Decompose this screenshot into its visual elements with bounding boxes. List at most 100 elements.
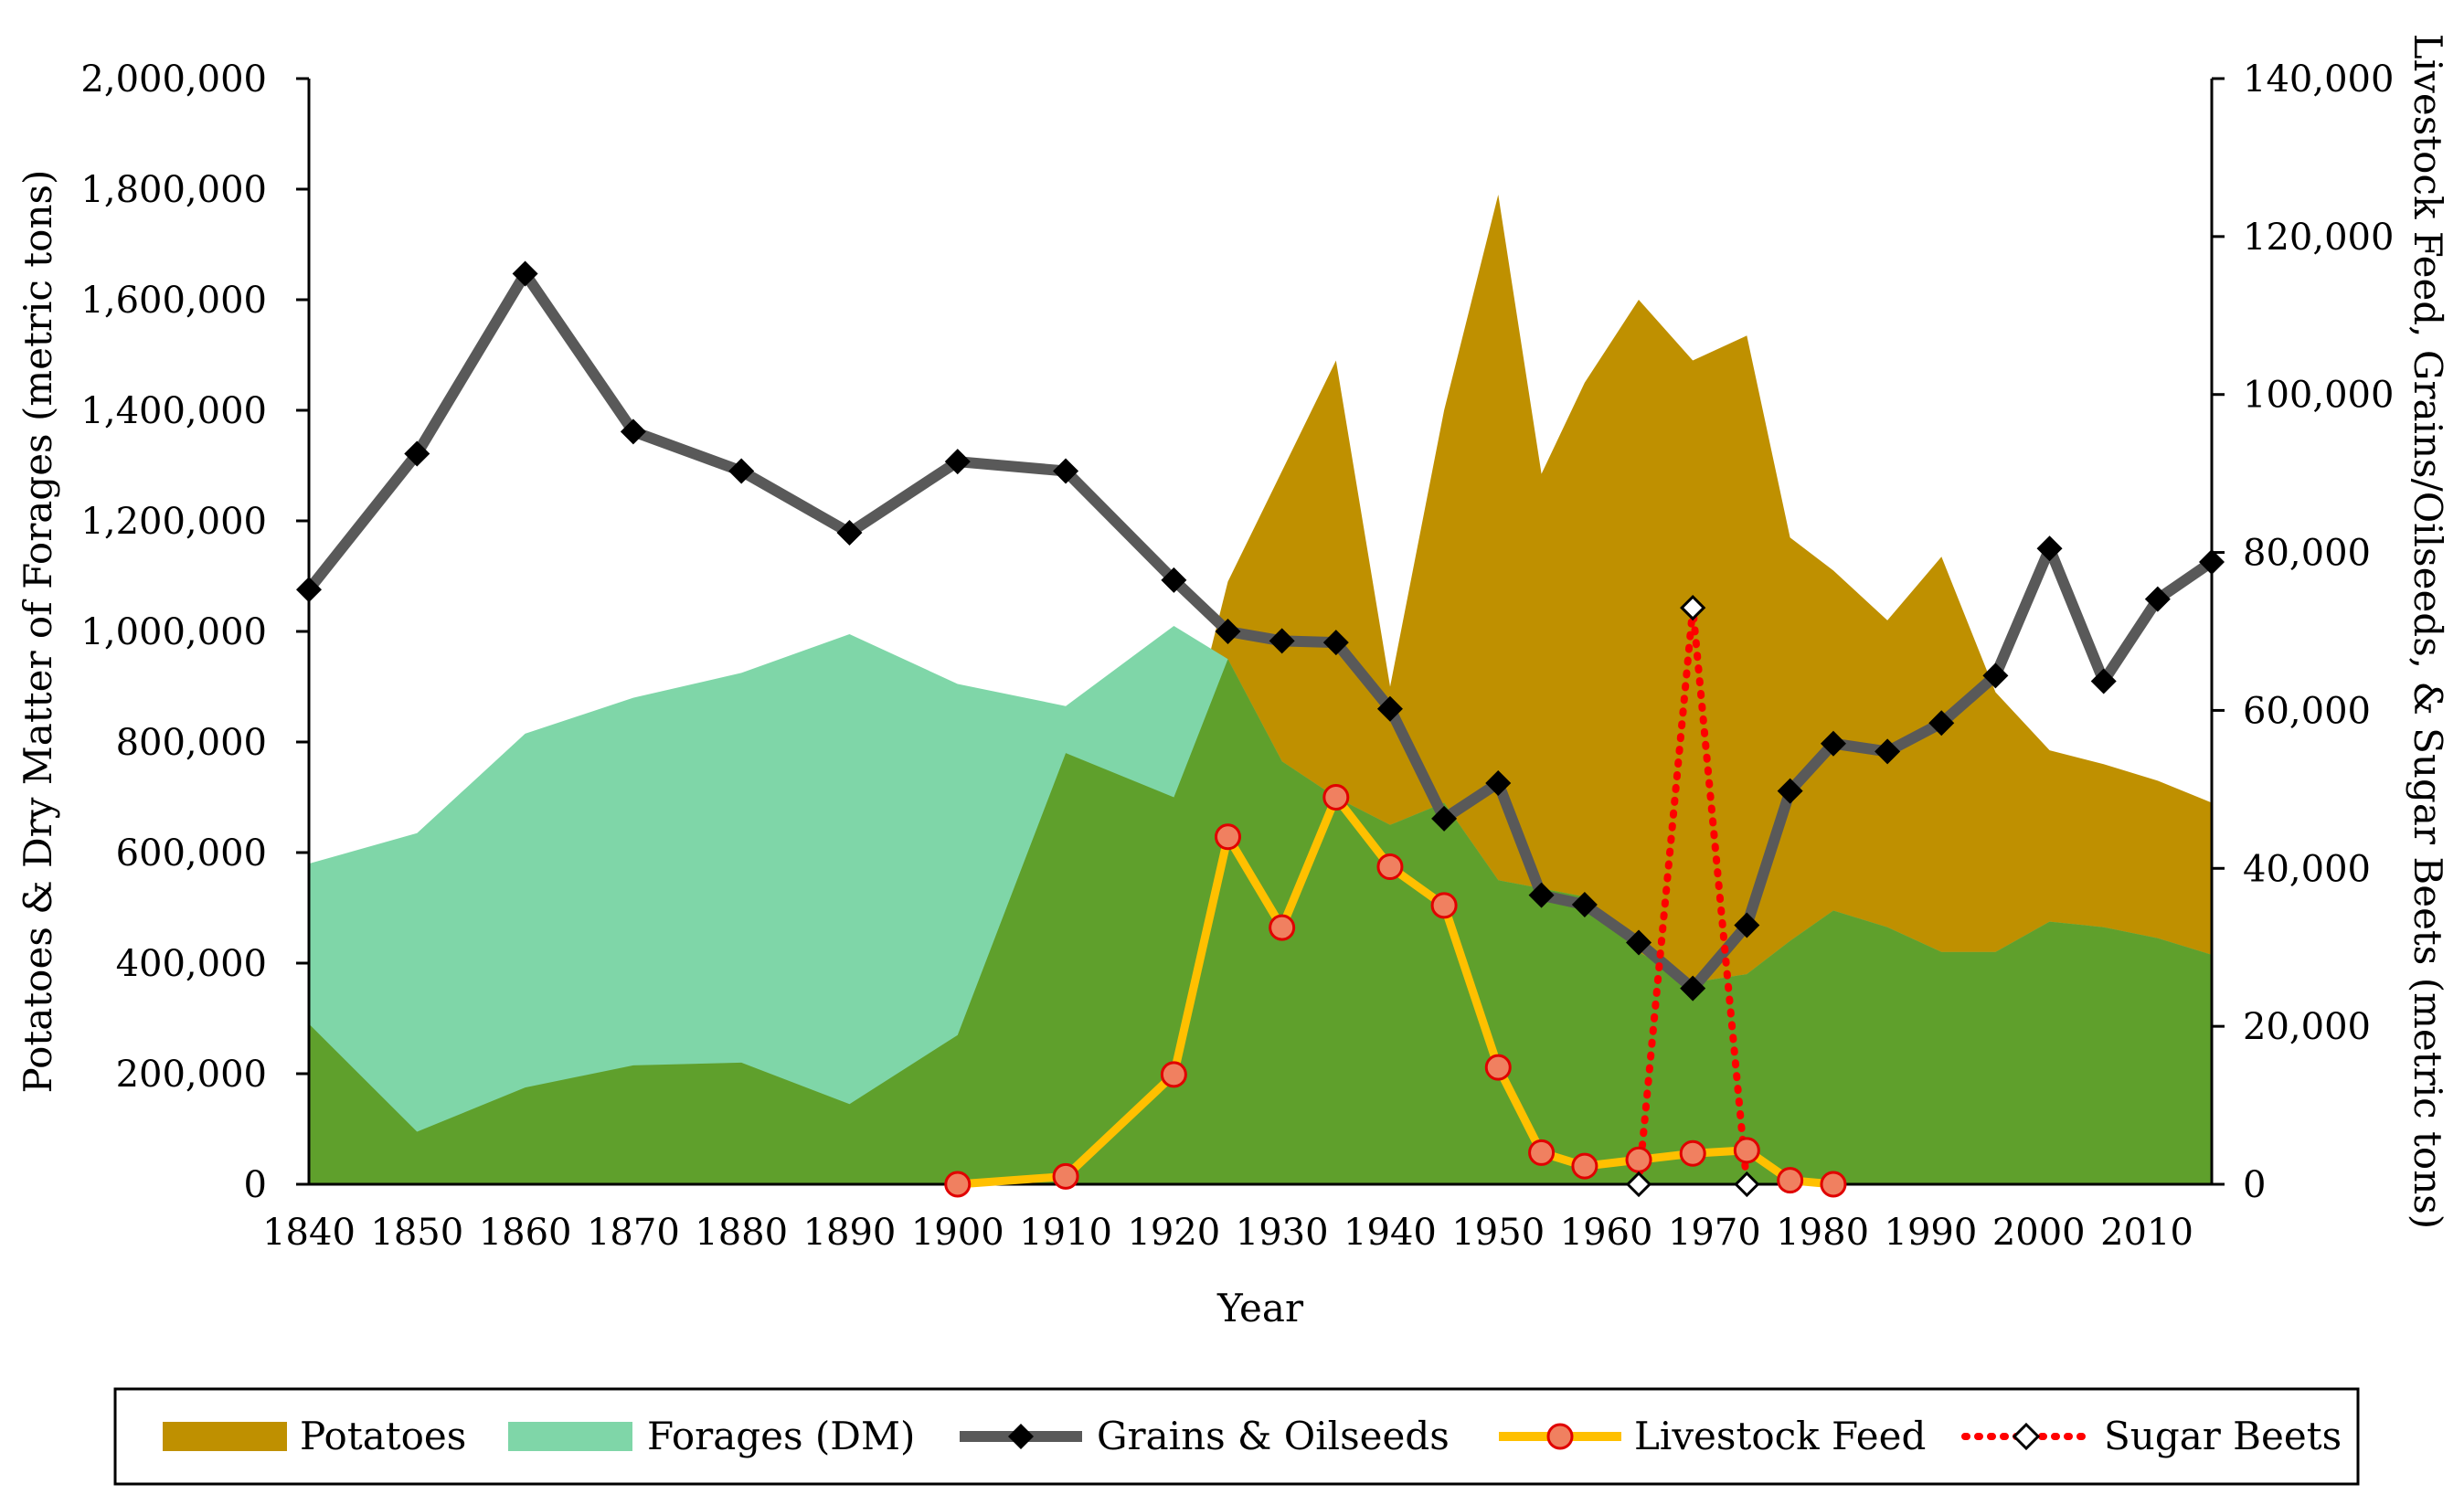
right-tick-label: 120,000 bbox=[2243, 217, 2394, 259]
legend-label-forages: Forages (DM) bbox=[647, 1414, 915, 1458]
point-beets-1968 bbox=[1680, 594, 1706, 621]
x-tick-label: 1940 bbox=[1344, 1212, 1437, 1254]
left-tick-label: 0 bbox=[244, 1164, 267, 1206]
point-feed-1973 bbox=[1733, 1137, 1760, 1164]
left-tick-label: 2,000,000 bbox=[80, 58, 267, 101]
point-feed-1968 bbox=[1679, 1139, 1706, 1167]
left-tick-label: 1,000,000 bbox=[80, 611, 267, 653]
legend-swatch-grains-marker bbox=[1008, 1424, 1034, 1449]
point-grains-1840 bbox=[296, 577, 322, 603]
left-tick-label: 200,000 bbox=[116, 1054, 267, 1096]
right-tick-label: 80,000 bbox=[2243, 533, 2371, 575]
right-tick-label: 60,000 bbox=[2243, 690, 2371, 732]
ticks-layer: 0 200,000 400,000 600,000 800,000 1,000,000 1,… bbox=[80, 58, 2394, 1254]
point-feed-1925 bbox=[1215, 823, 1242, 851]
left-tick-label: 1,800,000 bbox=[80, 169, 267, 211]
x-tick-label: 1970 bbox=[1668, 1212, 1761, 1254]
x-tick-label: 2000 bbox=[1992, 1212, 2086, 1254]
legend-label-beets: Sugar Beets bbox=[2104, 1414, 2342, 1458]
x-tick-label: 1900 bbox=[911, 1212, 1004, 1254]
right-axis-title: Livestock Feed, Grains/Oilseeds, & Sugar… bbox=[2406, 34, 2450, 1229]
point-feed-1935 bbox=[1322, 784, 1350, 811]
right-tick-label: 40,000 bbox=[2243, 848, 2371, 890]
left-tick-label: 400,000 bbox=[116, 943, 267, 985]
point-feed-1920 bbox=[1160, 1061, 1187, 1088]
left-tick-label: 800,000 bbox=[116, 722, 267, 764]
point-grains-1973 bbox=[1734, 912, 1760, 938]
point-feed-1954 bbox=[1528, 1139, 1556, 1166]
point-grains-1986 bbox=[1875, 738, 1901, 765]
point-grains-2006 bbox=[2090, 668, 2117, 694]
markers-layer bbox=[296, 260, 2225, 1198]
point-feed-1958 bbox=[1571, 1152, 1598, 1180]
point-grains-1977 bbox=[1777, 778, 1803, 804]
point-grains-1910 bbox=[1053, 458, 1079, 484]
point-grains-1981 bbox=[1820, 730, 1846, 757]
point-beets-1973 bbox=[1734, 1171, 1760, 1198]
point-grains-1860 bbox=[512, 260, 538, 287]
point-feed-1910 bbox=[1052, 1162, 1079, 1190]
point-grains-1940 bbox=[1376, 695, 1403, 722]
point-beets-1963 bbox=[1625, 1171, 1652, 1198]
right-tick-label: 100,000 bbox=[2243, 375, 2394, 417]
left-tick-label: 1,400,000 bbox=[80, 390, 267, 432]
point-grains-1930 bbox=[1269, 628, 1295, 654]
point-grains-1950 bbox=[1485, 769, 1512, 796]
legend: Potatoes Forages (DM) Grains & Oilseeds … bbox=[113, 1387, 2360, 1486]
legend-label-potatoes: Potatoes bbox=[300, 1414, 466, 1458]
point-grains-2011 bbox=[2144, 586, 2171, 612]
point-grains-1958 bbox=[1571, 892, 1598, 918]
right-tick-label: 0 bbox=[2243, 1164, 2266, 1206]
point-grains-1935 bbox=[1322, 630, 1349, 656]
legend-frame bbox=[113, 1387, 2360, 1486]
point-grains-1968 bbox=[1680, 975, 1706, 1002]
x-tick-label: 1910 bbox=[1019, 1212, 1112, 1254]
x-tick-label: 1960 bbox=[1560, 1212, 1653, 1254]
legend-swatch-potatoes bbox=[163, 1422, 287, 1451]
point-grains-1890 bbox=[836, 519, 863, 546]
x-tick-label: 1980 bbox=[1776, 1212, 1869, 1254]
point-grains-1920 bbox=[1161, 567, 1187, 593]
point-feed-1950 bbox=[1484, 1054, 1512, 1081]
legend-swatch-forages bbox=[508, 1422, 632, 1451]
x-axis-title: Year bbox=[1216, 1286, 1304, 1330]
point-grains-1954 bbox=[1528, 882, 1555, 908]
point-grains-1900 bbox=[944, 449, 971, 475]
point-feed-1977 bbox=[1777, 1167, 1804, 1194]
point-feed-1940 bbox=[1376, 853, 1404, 881]
point-grains-1850 bbox=[404, 440, 430, 467]
x-tick-label: 1880 bbox=[695, 1212, 788, 1254]
right-tick-label: 20,000 bbox=[2243, 1006, 2371, 1048]
point-grains-1991 bbox=[1928, 710, 1955, 737]
left-axis-title: Potatoes & Dry Matter of Forages (metric… bbox=[16, 170, 60, 1094]
point-grains-1963 bbox=[1626, 929, 1652, 956]
left-tick-label: 1,200,000 bbox=[80, 501, 267, 543]
legend-swatch-feed-marker bbox=[1546, 1423, 1574, 1450]
x-tick-label: 1840 bbox=[262, 1212, 356, 1254]
point-grains-1996 bbox=[1982, 662, 2009, 689]
legend-label-feed: Livestock Feed bbox=[1634, 1414, 1926, 1458]
areas-layer bbox=[309, 195, 2212, 1184]
x-tick-label: 1930 bbox=[1236, 1212, 1329, 1254]
point-grains-1880 bbox=[728, 458, 755, 484]
left-tick-label: 1,600,000 bbox=[80, 280, 267, 322]
point-grains-1945 bbox=[1431, 805, 1458, 832]
x-tick-label: 1920 bbox=[1127, 1212, 1220, 1254]
line-livestock-feed bbox=[957, 793, 1834, 1189]
point-feed-1930 bbox=[1269, 914, 1296, 941]
point-feed-1900 bbox=[944, 1171, 972, 1198]
point-grains-1870 bbox=[620, 419, 646, 445]
right-tick-label: 140,000 bbox=[2243, 58, 2394, 101]
point-feed-1981 bbox=[1820, 1171, 1847, 1198]
x-tick-label: 1990 bbox=[1885, 1212, 1978, 1254]
point-grains-2016 bbox=[2199, 548, 2225, 575]
legend-swatch-beets-marker bbox=[2012, 1422, 2041, 1451]
point-feed-1963 bbox=[1625, 1146, 1652, 1173]
x-tick-label: 1890 bbox=[803, 1212, 897, 1254]
legend-label-grains: Grains & Oilseeds bbox=[1097, 1414, 1450, 1458]
x-tick-label: 2010 bbox=[2100, 1212, 2193, 1254]
left-tick-label: 600,000 bbox=[116, 832, 267, 874]
point-grains-2001 bbox=[2036, 535, 2063, 562]
